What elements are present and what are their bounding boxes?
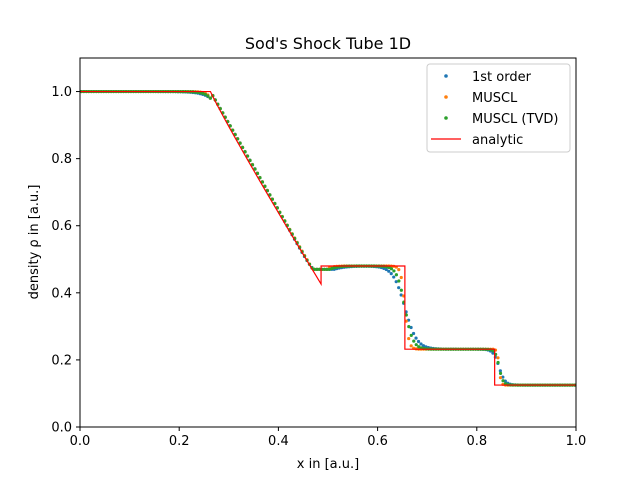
- data-point: [263, 184, 267, 188]
- data-point: [260, 180, 265, 184]
- legend-label: MUSCL (TVD): [472, 112, 558, 127]
- data-point: [392, 269, 396, 273]
- y-tick-label: 0.4: [51, 286, 72, 301]
- data-point: [317, 267, 322, 271]
- y-tick-label: 0.0: [51, 421, 72, 436]
- data-point: [322, 267, 327, 271]
- legend: 1st order MUSCL MUSCL (TVD) analytic: [426, 63, 571, 153]
- legend-dot-marker: [444, 116, 448, 120]
- chart-title: Sod's Shock Tube 1D: [245, 34, 411, 53]
- data-point: [327, 267, 332, 271]
- data-point: [389, 272, 393, 276]
- y-tick-label: 0.2: [51, 353, 72, 368]
- legend-label: 1st order: [472, 70, 532, 85]
- legend-dot-marker: [444, 95, 448, 99]
- data-point: [206, 94, 210, 98]
- data-point: [330, 266, 334, 271]
- data-point: [238, 141, 242, 145]
- data-point: [496, 360, 500, 365]
- data-point: [404, 313, 408, 317]
- data-point: [501, 379, 505, 383]
- y-axis-label: density ρ in [a.u.]: [27, 185, 42, 300]
- data-point: [208, 96, 212, 100]
- data-point: [399, 293, 403, 297]
- data-point: [411, 331, 416, 336]
- data-point: [312, 267, 317, 271]
- data-point: [498, 376, 503, 380]
- data-point: [496, 356, 500, 360]
- data-point: [416, 339, 421, 344]
- analytic-line: [80, 90, 576, 386]
- data-point: [397, 286, 401, 290]
- data-point: [412, 339, 416, 343]
- data-point: [394, 280, 398, 284]
- data-point: [399, 275, 403, 280]
- data-point: [407, 324, 411, 329]
- data-point: [253, 167, 257, 171]
- data-point: [414, 336, 418, 340]
- data-point: [315, 267, 319, 271]
- data-point: [491, 351, 495, 355]
- legend-dot-marker: [444, 74, 448, 78]
- x-axis: 0.0 0.2 0.4 0.6 0.8 1.0: [70, 427, 587, 449]
- data-point: [409, 333, 413, 337]
- data-point: [250, 163, 255, 167]
- x-tick-label: 0.0: [70, 434, 91, 449]
- data-point: [419, 342, 423, 346]
- data-point: [414, 343, 418, 347]
- data-point: [241, 145, 245, 150]
- data-point: [201, 91, 205, 96]
- data-point: [498, 369, 502, 373]
- data-point: [397, 268, 401, 272]
- y-tick-label: 0.8: [51, 152, 72, 167]
- data-point: [491, 349, 495, 353]
- data-point: [397, 279, 401, 283]
- y-tick-label: 0.6: [51, 219, 72, 234]
- legend-label: analytic: [472, 133, 523, 148]
- data-point: [243, 150, 247, 154]
- x-tick-label: 0.4: [268, 434, 289, 449]
- data-point: [258, 176, 262, 180]
- y-tick-label: 1.0: [51, 85, 72, 100]
- data-point: [248, 158, 252, 163]
- data-point: [417, 345, 421, 349]
- data-point: [498, 371, 503, 375]
- data-point: [245, 154, 250, 158]
- data-point: [421, 344, 426, 348]
- data-point: [387, 269, 391, 273]
- data-point: [203, 92, 208, 97]
- data-point: [332, 266, 336, 270]
- data-point: [409, 344, 413, 348]
- data-point: [399, 288, 403, 292]
- x-tick-label: 1.0: [566, 434, 587, 449]
- data-point: [394, 273, 398, 277]
- x-tick-label: 0.2: [169, 434, 190, 449]
- x-tick-label: 0.6: [367, 434, 388, 449]
- data-point: [384, 267, 388, 272]
- y-axis: 0.0 0.2 0.4 0.6 0.8 1.0: [51, 85, 80, 436]
- series-layer: [79, 89, 577, 387]
- data-point: [392, 275, 396, 279]
- data-point: [387, 265, 391, 270]
- data-point: [389, 267, 394, 271]
- data-point: [325, 267, 329, 271]
- x-axis-label: x in [a.u.]: [297, 457, 359, 472]
- x-tick-label: 0.8: [466, 434, 487, 449]
- legend-box: [426, 63, 571, 153]
- legend-label: MUSCL: [472, 91, 518, 106]
- data-point: [407, 336, 411, 341]
- data-point: [255, 171, 260, 176]
- plot-frame: [79, 57, 577, 428]
